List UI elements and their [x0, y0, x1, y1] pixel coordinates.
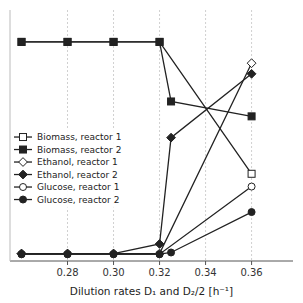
series	[18, 183, 255, 258]
point	[155, 249, 164, 258]
legend-marker	[20, 134, 27, 141]
legend-label: Glucose, reactor 2	[37, 195, 119, 205]
x-axis	[10, 261, 293, 262]
series	[18, 38, 255, 177]
point	[247, 59, 256, 68]
tick-label: 0.28	[56, 267, 78, 278]
legend-item: Glucose, reactor 2	[14, 195, 119, 205]
legend-marker	[20, 146, 27, 153]
point	[248, 170, 255, 177]
legend: Biomass, reactor 1 Biomass, reactor 2 Etha…	[12, 129, 130, 208]
point	[18, 251, 25, 258]
point	[156, 251, 163, 258]
point	[109, 249, 118, 258]
legend-item: Biomass, reactor 1	[14, 132, 121, 142]
point	[248, 183, 255, 190]
point	[63, 249, 72, 258]
tick-label: 0.34	[194, 267, 216, 278]
legend-marker	[20, 184, 27, 191]
grid-line	[251, 10, 252, 261]
x-label: Dilution rates D₁ and D₂/2 [h⁻¹]	[70, 285, 233, 297]
legend-label: Ethanol, reactor 1	[37, 157, 118, 167]
point	[18, 251, 25, 258]
point	[167, 133, 176, 142]
point	[18, 38, 25, 45]
point	[248, 113, 255, 120]
point	[109, 249, 118, 258]
series	[17, 69, 256, 257]
plot-area	[17, 38, 256, 258]
tick	[67, 261, 68, 265]
legend-item: Glucose, reactor 1	[14, 182, 119, 192]
tick-label: 0.36	[240, 267, 262, 278]
series-line	[22, 63, 252, 253]
legend-marker	[19, 170, 28, 179]
legend-item: Ethanol, reactor 1	[14, 157, 118, 167]
legend-label: Glucose, reactor 1	[37, 182, 119, 192]
legend-background	[12, 129, 130, 208]
tick-label: 0.30	[102, 267, 124, 278]
tick	[205, 261, 206, 265]
tick	[113, 261, 114, 265]
legend-marker	[19, 158, 28, 167]
point	[18, 38, 25, 45]
point	[63, 249, 72, 258]
point	[155, 240, 164, 249]
point	[247, 69, 256, 78]
series-line	[22, 42, 252, 116]
point	[64, 251, 71, 258]
series	[18, 209, 255, 258]
series	[18, 38, 255, 119]
series-line	[22, 212, 252, 254]
legend-item: Ethanol, reactor 2	[14, 170, 118, 180]
point	[64, 38, 71, 45]
point	[17, 249, 26, 258]
series-line	[22, 42, 252, 174]
point	[110, 38, 117, 45]
point	[110, 38, 117, 45]
x-ticks: 0.28 0.30 0.32 0.34 0.36	[56, 261, 262, 278]
chart: 0.28 0.30 0.32 0.34 0.36 Dilution rates D₁ an…	[0, 0, 303, 303]
point	[156, 38, 163, 45]
point	[168, 98, 175, 105]
point	[17, 249, 26, 258]
point	[64, 38, 71, 45]
series-line	[22, 187, 252, 255]
point	[110, 251, 117, 258]
point	[156, 251, 163, 258]
point	[168, 249, 175, 256]
point	[64, 251, 71, 258]
tick	[159, 261, 160, 265]
y-axis	[10, 10, 11, 261]
grid-line	[205, 10, 206, 261]
legend-item: Biomass, reactor 2	[14, 145, 121, 155]
point	[156, 38, 163, 45]
series-line	[22, 74, 252, 254]
legend-label: Biomass, reactor 1	[37, 132, 121, 142]
point	[248, 209, 255, 216]
tick-label: 0.32	[148, 267, 170, 278]
tick	[251, 261, 252, 265]
legend-label: Ethanol, reactor 2	[37, 170, 118, 180]
legend-marker	[20, 196, 27, 203]
point	[110, 251, 117, 258]
series	[17, 59, 256, 258]
legend-label: Biomass, reactor 2	[37, 145, 121, 155]
grid-line	[159, 10, 160, 261]
